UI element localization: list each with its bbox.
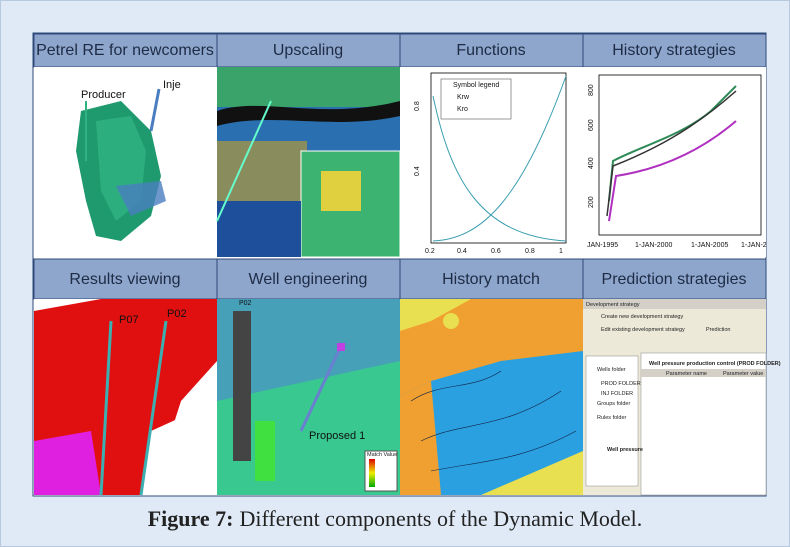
image-label: Proposed 1: [309, 430, 365, 442]
tick-label: 0.4: [414, 166, 421, 176]
panel-title: Petrel RE for newcomers: [36, 42, 214, 59]
figure-grid: Petrel RE for newcomers Upscaling Functi…: [32, 32, 781, 497]
caption-label: Figure 7:: [147, 506, 234, 531]
ui-text: Parameter value: [723, 371, 763, 377]
ui-text: Wells folder: [597, 367, 626, 373]
panel-header: [216, 33, 401, 68]
ui-text: INJ FOLDER: [601, 391, 633, 397]
tick-label: JAN-1995: [587, 242, 618, 249]
ui-text: Rules folder: [597, 415, 627, 421]
tick-label: 1-JAN-2000: [635, 242, 672, 249]
panel-image: [400, 299, 583, 495]
image-label: Inje: [163, 79, 181, 91]
legend-title: Symbol legend: [453, 82, 499, 89]
ui-text: Well pressure: [607, 447, 643, 453]
tick-label: 0.2: [425, 248, 435, 255]
legend-entry: Kro: [457, 106, 468, 113]
ui-text: Create new development strategy: [601, 314, 683, 320]
image-label: Producer: [81, 89, 126, 101]
tick-label: 0.6: [491, 248, 501, 255]
panel-header: [399, 258, 584, 300]
panel-image: [216, 67, 401, 258]
tick-label: 0.8: [525, 248, 535, 255]
panel-header: [33, 258, 218, 300]
panel-title: Results viewing: [69, 271, 180, 288]
panel-title: History match: [442, 271, 540, 288]
panel-title: History strategies: [612, 42, 736, 59]
ui-text: Edit existing development strategy: [601, 327, 685, 333]
ui-text: Prediction: [706, 327, 730, 333]
ui-text: Parameter name: [666, 371, 707, 377]
panel-image: P07 P02: [34, 299, 217, 496]
tick-label: 1: [559, 248, 563, 255]
tick-label: 200: [588, 196, 595, 208]
caption: Figure 7: Different components of the Dyn…: [1, 506, 789, 532]
panel-title: Functions: [456, 42, 525, 59]
ui-text: Groups folder: [597, 401, 630, 407]
tick-label: 1-JAN-2: [741, 242, 767, 249]
panel-title: Upscaling: [273, 42, 343, 59]
tick-label: 0.4: [457, 248, 467, 255]
legend-entry: Krw: [457, 94, 470, 101]
image-label: P07: [119, 314, 139, 326]
panel-image: Producer Inje: [34, 67, 217, 257]
panel-image: 800 600 400 200 JAN-1995 1-JAN-2000 1-JA…: [583, 67, 767, 257]
image-label: Match Value: [367, 452, 397, 458]
caption-text: Different components of the Dynamic Mode…: [239, 506, 643, 531]
ui-text: Well pressure production control (PROD F…: [649, 361, 781, 367]
image-label: P02: [167, 308, 187, 320]
panel-image: Symbol legend Krw Kro 0.8 0.4 0.2 0.4 0.…: [400, 67, 583, 257]
panel-image: P02 Proposed 1 Match Value: [217, 299, 400, 495]
panel-title: Prediction strategies: [602, 271, 747, 288]
tick-label: 400: [588, 157, 595, 169]
tick-label: 0.8: [414, 101, 421, 111]
panel-header: [33, 33, 218, 68]
panel-title: Well engineering: [249, 271, 368, 288]
panel-image: Development strategy Create new developm…: [583, 299, 781, 496]
tick-label: 600: [588, 119, 595, 131]
tick-label: 1-JAN-2005: [691, 242, 728, 249]
ui-text: Development strategy: [586, 302, 640, 308]
ui-text: PROD FOLDER: [601, 381, 641, 387]
tick-label: 800: [588, 84, 595, 96]
image-label: P02: [239, 300, 252, 307]
